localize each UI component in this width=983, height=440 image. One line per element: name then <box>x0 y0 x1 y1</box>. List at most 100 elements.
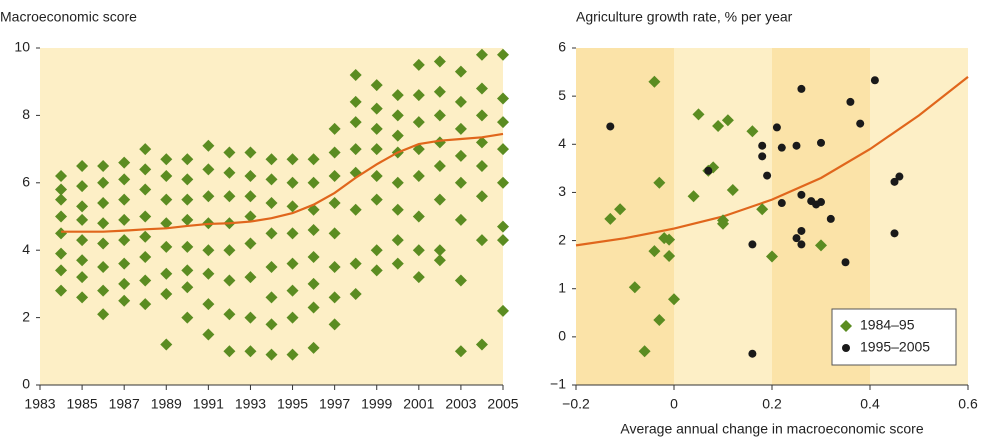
y-tick-label: 2 <box>558 231 566 247</box>
point <box>797 226 806 235</box>
point <box>265 261 278 274</box>
legend-box <box>831 308 957 366</box>
point <box>777 143 786 152</box>
point <box>307 223 320 236</box>
point <box>433 85 446 98</box>
point <box>286 311 299 324</box>
point <box>475 338 488 351</box>
point <box>160 217 173 230</box>
point <box>370 244 383 257</box>
point <box>223 345 236 358</box>
point <box>244 210 257 223</box>
point <box>139 274 152 287</box>
y-tick-label: −1 <box>550 376 566 392</box>
point <box>286 348 299 361</box>
y-tick-label: 10 <box>14 39 30 55</box>
point <box>756 203 769 216</box>
point <box>412 89 425 102</box>
point <box>55 247 68 260</box>
point <box>55 183 68 196</box>
point <box>412 210 425 223</box>
point <box>76 159 89 172</box>
point <box>349 288 362 301</box>
point <box>614 203 627 216</box>
point <box>370 193 383 206</box>
plot-band <box>576 48 674 385</box>
point <box>349 116 362 129</box>
point <box>391 257 404 270</box>
point <box>792 141 801 150</box>
point <box>118 294 131 307</box>
x-tick-label: 1993 <box>235 396 266 412</box>
point <box>160 153 173 166</box>
point <box>454 213 467 226</box>
point <box>746 125 759 138</box>
point <box>349 257 362 270</box>
trend-line <box>61 132 504 233</box>
point <box>55 210 68 223</box>
point <box>497 304 509 317</box>
point <box>118 234 131 247</box>
point <box>97 261 110 274</box>
point <box>454 95 467 108</box>
point <box>497 234 509 247</box>
x-tick-label: 1991 <box>193 396 224 412</box>
point <box>139 298 152 311</box>
point <box>841 258 850 267</box>
point <box>497 48 509 61</box>
x-tick-label: 1997 <box>319 396 350 412</box>
y-tick-label: 4 <box>558 135 566 151</box>
point <box>497 92 509 105</box>
point <box>497 176 509 189</box>
point <box>307 153 320 166</box>
y-tick-label: 0 <box>558 328 566 344</box>
point <box>118 173 131 186</box>
point <box>763 171 772 180</box>
point <box>223 274 236 287</box>
chart-title: Agriculture growth rate, % per year <box>576 9 793 25</box>
point <box>663 233 676 246</box>
chart-title: Macroeconomic score <box>0 9 137 25</box>
point <box>160 267 173 280</box>
x-tick-label: 2003 <box>445 396 476 412</box>
point <box>76 180 89 193</box>
point <box>370 170 383 183</box>
x-tick-label: 1987 <box>109 396 140 412</box>
point <box>160 193 173 206</box>
point <box>202 190 215 203</box>
point <box>856 119 865 128</box>
point <box>433 109 446 122</box>
x-tick-label: 2005 <box>487 396 518 412</box>
point <box>391 89 404 102</box>
point <box>797 190 806 199</box>
point <box>181 153 194 166</box>
point <box>97 176 110 189</box>
point <box>160 288 173 301</box>
x-tick-label: 1985 <box>67 396 98 412</box>
point <box>758 141 767 150</box>
point <box>653 176 666 189</box>
point <box>286 176 299 189</box>
x-axis-label: Average annual change in macroeconomic s… <box>620 421 923 437</box>
point <box>370 102 383 115</box>
point <box>370 143 383 156</box>
point <box>792 234 801 243</box>
point <box>328 170 341 183</box>
point <box>181 193 194 206</box>
point <box>307 176 320 189</box>
point <box>76 254 89 267</box>
point <box>265 153 278 166</box>
x-tick-label: 0 <box>670 396 678 412</box>
x-tick-label: 1983 <box>24 396 55 412</box>
point <box>97 197 110 210</box>
point <box>76 271 89 284</box>
point <box>97 284 110 297</box>
point <box>349 68 362 81</box>
point <box>139 183 152 196</box>
point <box>307 250 320 263</box>
point <box>454 122 467 135</box>
y-tick-label: 1 <box>558 279 566 295</box>
x-tick-label: 0.6 <box>958 396 978 412</box>
point <box>55 170 68 183</box>
y-tick-label: 8 <box>22 106 30 122</box>
